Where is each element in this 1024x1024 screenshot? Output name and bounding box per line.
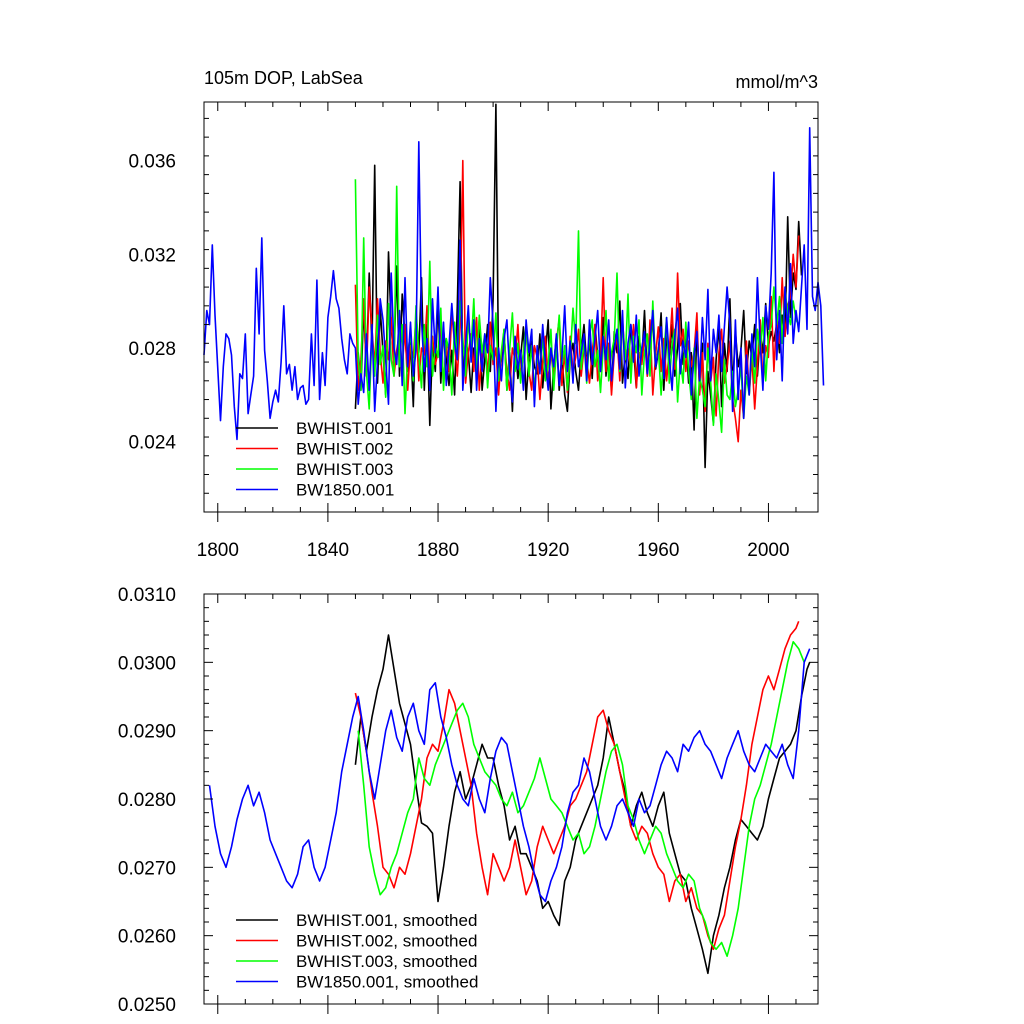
bottom-y-tick-label: 0.0270: [118, 858, 176, 879]
top-x-tick-label: 1880: [417, 540, 459, 561]
bottom-y-tick-label: 0.0250: [118, 995, 176, 1016]
bottom-y-tick-label: 0.0300: [118, 653, 176, 674]
top-x-tick-label: 1920: [527, 540, 569, 561]
bottom-series-line-bw1850-001-smoothed: [208, 648, 811, 903]
bottom-series-line-bwhist-002-smoothed: [354, 621, 800, 951]
bottom-series-line-bwhist-001-smoothed: [354, 634, 811, 975]
top-legend-label-bwhist-003: BWHIST.003: [296, 460, 393, 479]
top-x-tick-label: 2000: [747, 540, 789, 561]
top-legend-label-bwhist-001: BWHIST.001: [296, 419, 393, 438]
bottom-y-tick-label: 0.0260: [118, 927, 176, 948]
bottom-legend: BWHIST.001, smoothed BWHIST.002, smoothed…: [236, 911, 478, 992]
top-x-tick-label: 1960: [637, 540, 679, 561]
top-x-tick-label: 1800: [197, 540, 239, 561]
bottom-legend-label-bw1850-001-smoothed: BW1850.001, smoothed: [296, 973, 478, 992]
bottom-chart-panel: 0.0250 0.0260 0.0270 0.0280 0.0290 0.0300 0.03…: [118, 585, 819, 1016]
top-chart-units: mmol/m^3: [736, 72, 818, 92]
top-series-line-bwhist-003: [354, 179, 800, 434]
bottom-legend-label-bwhist-003-smoothed: BWHIST.003, smoothed: [296, 952, 477, 971]
top-y-tick-label: 0.024: [128, 433, 176, 454]
top-y-tick-label: 0.028: [128, 339, 176, 360]
top-legend-label-bwhist-002: BWHIST.002: [296, 440, 393, 459]
top-x-tick-label: 1840: [307, 540, 349, 561]
bottom-y-tick-label: 0.0280: [118, 790, 176, 811]
top-chart-panel: 105m DOP, LabSea mmol/m^3 1800 1840 1880 19…: [128, 68, 825, 561]
bottom-y-tick-label: 0.0310: [118, 585, 176, 606]
bottom-y-tick-label: 0.0290: [118, 722, 176, 743]
bottom-series-group: [208, 621, 811, 975]
top-y-tick-label: 0.036: [128, 152, 176, 173]
top-chart-title: 105m DOP, LabSea: [204, 68, 364, 88]
bottom-legend-label-bwhist-002-smoothed: BWHIST.002, smoothed: [296, 932, 477, 951]
bottom-legend-label-bwhist-001-smoothed: BWHIST.001, smoothed: [296, 911, 477, 930]
top-series-line-bw1850-001: [203, 127, 825, 441]
top-legend-label-bw1850-001: BW1850.001: [296, 481, 394, 500]
top-y-tick-label: 0.032: [128, 245, 176, 266]
bottom-series-line-bwhist-003-smoothed: [357, 641, 805, 957]
top-series-group: [203, 103, 825, 469]
top-plot-frame: [203, 101, 819, 513]
